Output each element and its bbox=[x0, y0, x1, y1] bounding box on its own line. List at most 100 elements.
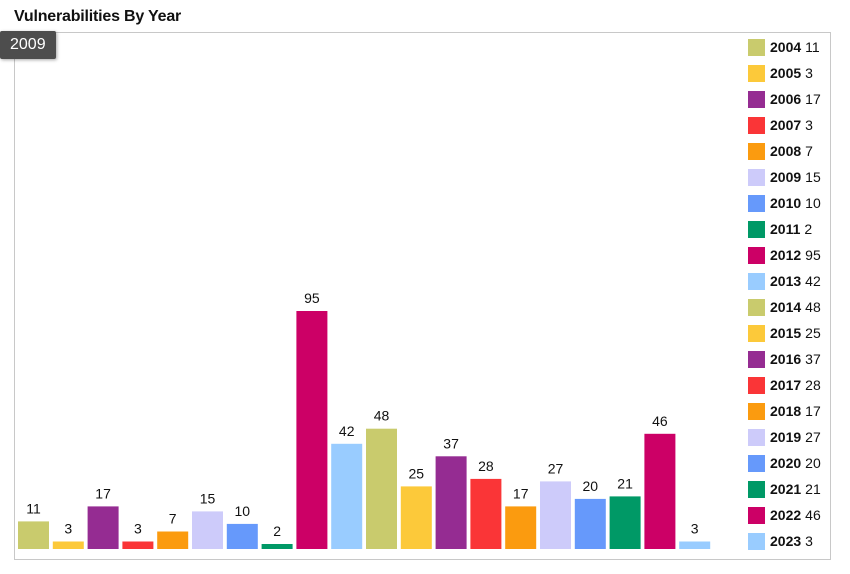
legend-year: 2004 bbox=[770, 39, 802, 55]
legend-year: 2019 bbox=[770, 429, 802, 445]
bar-2005[interactable] bbox=[52, 541, 84, 550]
legend-swatch bbox=[748, 376, 765, 394]
legend-swatch bbox=[748, 168, 765, 186]
bar-2019[interactable] bbox=[540, 481, 571, 549]
bar-value-label-2013: 42 bbox=[339, 423, 355, 439]
bar-value-label-2015: 25 bbox=[409, 465, 425, 481]
bar-value-label-2014: 48 bbox=[374, 408, 390, 424]
legend-year: 2010 bbox=[770, 195, 802, 211]
bar-value-label-2011: 2 bbox=[273, 523, 281, 539]
legend-item-2022[interactable]: 2022 46 bbox=[748, 502, 838, 528]
legend-year: 2005 bbox=[770, 65, 802, 81]
legend-item-2020[interactable]: 2020 20 bbox=[748, 450, 838, 476]
bar-2021[interactable] bbox=[609, 496, 641, 549]
legend-value: 3 bbox=[805, 117, 813, 133]
bar-2012[interactable] bbox=[296, 311, 328, 549]
legend-value: 17 bbox=[805, 403, 821, 419]
legend-year: 2011 bbox=[770, 221, 801, 237]
bar-2014[interactable] bbox=[366, 428, 397, 549]
legend-value: 3 bbox=[805, 533, 813, 549]
legend-item-2009[interactable]: 2009 15 bbox=[748, 164, 838, 190]
legend-item-2015[interactable]: 2015 25 bbox=[748, 320, 838, 346]
legend-value: 21 bbox=[805, 481, 821, 497]
bar-2017[interactable] bbox=[470, 478, 502, 549]
legend-swatch bbox=[748, 116, 765, 134]
legend-swatch bbox=[748, 480, 765, 498]
legend-value: 3 bbox=[805, 65, 813, 81]
bar-2008[interactable] bbox=[157, 531, 189, 550]
legend-value: 11 bbox=[805, 39, 820, 55]
legend-value: 37 bbox=[805, 351, 821, 367]
bar-value-label-2012: 95 bbox=[304, 290, 320, 306]
bar-value-label-2005: 3 bbox=[64, 521, 72, 537]
bar-2006[interactable] bbox=[87, 506, 119, 549]
legend-year: 2006 bbox=[770, 91, 802, 107]
legend-item-2008[interactable]: 2008 7 bbox=[748, 138, 838, 164]
legend-year: 2008 bbox=[770, 143, 802, 159]
bar-2015[interactable] bbox=[400, 486, 432, 549]
legend-value: 46 bbox=[805, 507, 821, 523]
legend-year: 2018 bbox=[770, 403, 802, 419]
legend-swatch bbox=[748, 506, 765, 524]
bar-2010[interactable] bbox=[226, 523, 258, 549]
legend-year: 2021 bbox=[770, 481, 802, 497]
chart-frame bbox=[14, 32, 831, 560]
bar-value-label-2022: 46 bbox=[652, 413, 668, 429]
bar-2013[interactable] bbox=[331, 443, 363, 549]
bar-value-label-2006: 17 bbox=[95, 485, 111, 501]
bar-value-label-2019: 27 bbox=[548, 460, 564, 476]
legend-swatch bbox=[748, 38, 765, 56]
bar-2016[interactable] bbox=[435, 456, 467, 549]
legend-item-2023[interactable]: 2023 3 bbox=[748, 528, 838, 554]
bar-value-label-2010: 10 bbox=[235, 503, 251, 519]
bar-value-label-2021: 21 bbox=[617, 475, 633, 491]
legend-year: 2012 bbox=[770, 247, 802, 263]
legend-value: 42 bbox=[805, 273, 821, 289]
bar-2009[interactable] bbox=[192, 511, 223, 549]
legend-item-2004[interactable]: 2004 11 bbox=[748, 34, 838, 60]
legend-item-2014[interactable]: 2014 48 bbox=[748, 294, 838, 320]
legend-item-2011[interactable]: 2011 2 bbox=[748, 216, 838, 242]
legend-swatch bbox=[748, 324, 765, 342]
legend-year: 2007 bbox=[770, 117, 802, 133]
bar-2018[interactable] bbox=[505, 506, 537, 549]
legend-item-2006[interactable]: 2006 17 bbox=[748, 86, 838, 112]
legend-value: 2 bbox=[804, 221, 813, 237]
bar-value-label-2017: 28 bbox=[478, 458, 494, 474]
legend-item-2017[interactable]: 2017 28 bbox=[748, 372, 838, 398]
legend-swatch bbox=[748, 194, 765, 212]
legend-year: 2014 bbox=[770, 299, 802, 315]
legend-swatch bbox=[748, 454, 765, 472]
legend-item-2016[interactable]: 2016 37 bbox=[748, 346, 838, 372]
chart-legend: 2004 11 2005 3 2006 17 2007 3 2008 7 2009 15 2010 10 2… bbox=[748, 34, 838, 554]
legend-swatch bbox=[748, 220, 765, 238]
legend-item-2021[interactable]: 2021 21 bbox=[748, 476, 838, 502]
legend-value: 20 bbox=[805, 455, 821, 471]
bar-2023[interactable] bbox=[679, 541, 711, 550]
bar-2020[interactable] bbox=[574, 498, 606, 549]
bar-2004[interactable] bbox=[18, 521, 49, 549]
legend-swatch bbox=[748, 64, 765, 82]
legend-item-2005[interactable]: 2005 3 bbox=[748, 60, 838, 86]
legend-item-2007[interactable]: 2007 3 bbox=[748, 112, 838, 138]
bar-value-label-2020: 20 bbox=[583, 478, 599, 494]
legend-item-2013[interactable]: 2013 42 bbox=[748, 268, 838, 294]
legend-year: 2023 bbox=[770, 533, 802, 549]
legend-value: 27 bbox=[805, 429, 821, 445]
legend-item-2018[interactable]: 2018 17 bbox=[748, 398, 838, 424]
bar-2007[interactable] bbox=[122, 541, 154, 550]
bar-2011[interactable] bbox=[261, 544, 293, 549]
legend-item-2010[interactable]: 2010 10 bbox=[748, 190, 838, 216]
legend-item-2012[interactable]: 2012 95 bbox=[748, 242, 838, 268]
legend-value: 25 bbox=[805, 325, 821, 341]
legend-value: 17 bbox=[805, 91, 821, 107]
legend-item-2019[interactable]: 2019 27 bbox=[748, 424, 838, 450]
legend-year: 2022 bbox=[770, 507, 802, 523]
bar-2022[interactable] bbox=[644, 433, 676, 549]
legend-swatch bbox=[748, 350, 765, 368]
legend-swatch bbox=[748, 142, 765, 160]
legend-value: 10 bbox=[805, 195, 821, 211]
legend-swatch bbox=[748, 272, 765, 290]
bar-value-label-2023: 3 bbox=[691, 521, 699, 537]
